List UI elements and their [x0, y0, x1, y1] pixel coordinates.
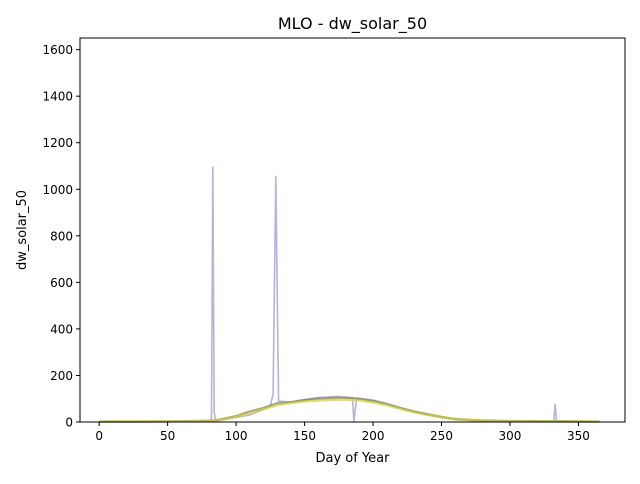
- x-tick-label: 350: [567, 429, 590, 443]
- plot-frame: [79, 37, 626, 423]
- x-tick-label: 300: [499, 429, 522, 443]
- y-axis-label: dw_solar_50: [15, 190, 30, 270]
- y-tick-label: 1400: [42, 90, 73, 104]
- y-tick-label: 1600: [42, 43, 73, 57]
- chart-title: MLO - dw_solar_50: [278, 14, 427, 34]
- x-tick-label: 0: [95, 429, 103, 443]
- data-layer: [99, 166, 601, 423]
- y-tick-label: 800: [50, 229, 73, 243]
- y-tick-label: 600: [50, 276, 73, 290]
- x-tick-label: 50: [160, 429, 175, 443]
- y-tick-label: 0: [65, 416, 73, 430]
- y-axis: 0 200 400 600 800 1000 1200 1400 1600: [42, 43, 80, 430]
- y-tick-label: 400: [50, 322, 73, 336]
- series-line-3: [99, 398, 599, 423]
- x-axis-label: Day of Year: [316, 451, 391, 466]
- y-tick-label: 200: [50, 369, 73, 383]
- x-tick-label: 150: [293, 429, 316, 443]
- x-tick-label: 200: [362, 429, 385, 443]
- y-tick-label: 1000: [42, 183, 73, 197]
- x-tick-label: 100: [225, 429, 248, 443]
- y-tick-label: 1200: [42, 136, 73, 150]
- x-axis: 0 50 100 150 200 250 300 350: [95, 422, 590, 443]
- x-tick-label: 250: [430, 429, 453, 443]
